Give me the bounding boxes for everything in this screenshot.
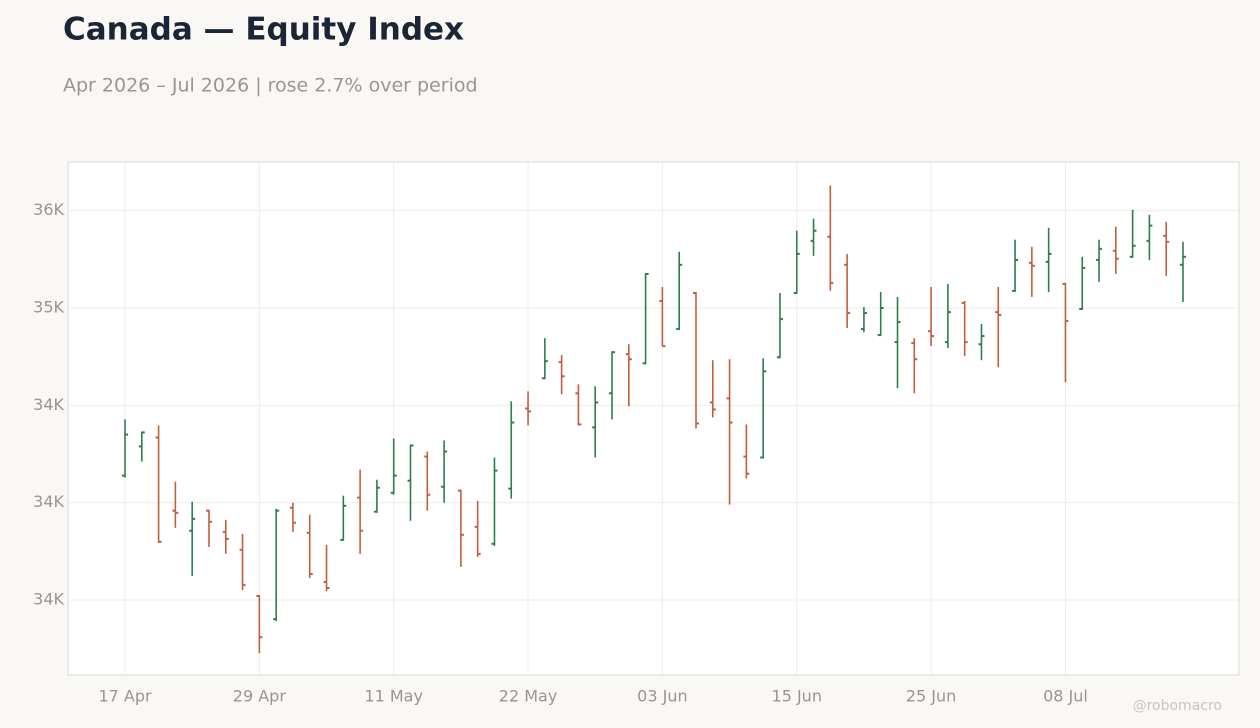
x-tick-label: 03 Jun <box>637 687 687 706</box>
y-tick-label: 35K <box>33 298 64 317</box>
x-tick-label: 29 Apr <box>233 687 287 706</box>
x-tick-label: 11 May <box>364 687 423 706</box>
y-tick-label: 34K <box>33 492 64 511</box>
x-tick-label: 17 Apr <box>98 687 152 706</box>
y-tick-label: 34K <box>33 590 64 609</box>
x-tick-label: 25 Jun <box>906 687 956 706</box>
y-tick-label: 36K <box>33 200 64 219</box>
y-tick-label: 34K <box>33 395 64 414</box>
chart-subtitle: Apr 2026 – Jul 2026 | rose 2.7% over per… <box>63 75 478 97</box>
plot-area <box>67 161 1240 676</box>
x-tick-label: 22 May <box>499 687 558 706</box>
chart-title: Canada — Equity Index <box>63 12 464 48</box>
x-tick-label: 08 Jul <box>1043 687 1088 706</box>
x-tick-label: 15 Jun <box>772 687 822 706</box>
watermark: @robomacro <box>1133 698 1222 714</box>
